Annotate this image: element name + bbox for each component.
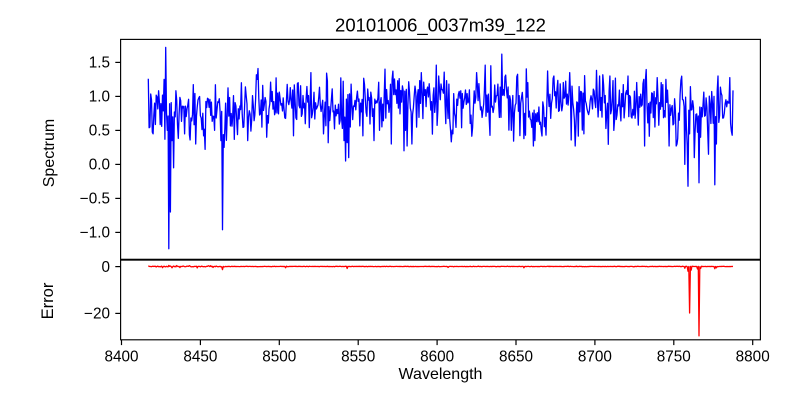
svg-text:8650: 8650 [499,348,533,365]
svg-text:8600: 8600 [420,348,454,365]
svg-text:1.0: 1.0 [89,89,110,106]
svg-text:20101006_0037m39_122: 20101006_0037m39_122 [335,14,546,36]
svg-text:8700: 8700 [578,348,612,365]
svg-text:8450: 8450 [183,348,217,365]
svg-text:8500: 8500 [262,348,296,365]
svg-text:−0.5: −0.5 [80,191,110,208]
svg-text:8800: 8800 [736,348,770,365]
svg-text:−1.0: −1.0 [80,225,110,242]
svg-text:Spectrum: Spectrum [41,119,58,187]
svg-text:Wavelength: Wavelength [399,366,483,383]
svg-text:Error: Error [39,282,57,319]
svg-text:0.0: 0.0 [89,157,110,174]
svg-text:8400: 8400 [104,348,138,365]
svg-text:1.5: 1.5 [89,55,110,72]
svg-text:0.5: 0.5 [89,123,110,140]
svg-text:−20: −20 [84,306,110,323]
svg-text:0: 0 [101,259,110,276]
svg-text:8550: 8550 [341,348,375,365]
svg-text:8750: 8750 [657,348,691,365]
